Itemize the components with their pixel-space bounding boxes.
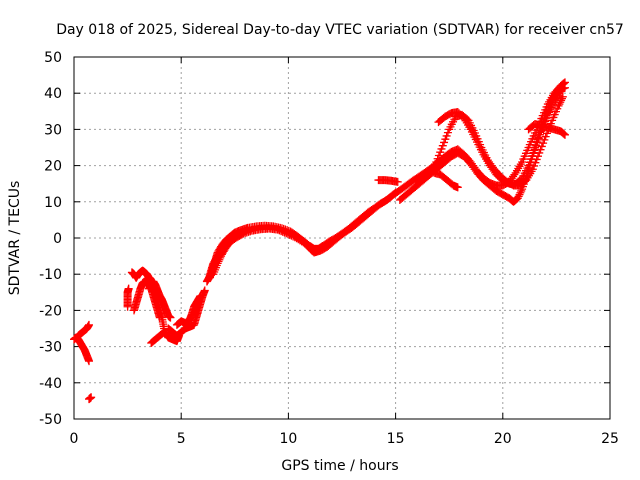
data-point bbox=[213, 259, 222, 268]
data-point bbox=[85, 320, 94, 329]
series-seg-o bbox=[322, 188, 400, 252]
data-point bbox=[533, 138, 542, 147]
x-tick-label: 20 bbox=[494, 431, 512, 447]
series-seg-t bbox=[430, 168, 462, 192]
series-seg-j bbox=[172, 291, 205, 329]
series-seg-b bbox=[74, 320, 94, 340]
chart-title: Day 018 of 2025, Sidereal Day-to-day VTE… bbox=[56, 22, 624, 38]
x-tick-label: 25 bbox=[601, 431, 619, 447]
data-point bbox=[390, 189, 399, 198]
data-point bbox=[560, 83, 569, 92]
series-seg-s bbox=[434, 87, 565, 188]
data-point bbox=[536, 130, 545, 139]
data-point bbox=[556, 87, 565, 96]
series-seg-h bbox=[147, 328, 184, 347]
data-point bbox=[166, 313, 175, 322]
series-seg-g bbox=[145, 277, 175, 322]
data-point bbox=[283, 230, 292, 239]
data-point bbox=[85, 357, 94, 366]
x-tick-label: 10 bbox=[279, 431, 297, 447]
x-tick-label: 5 bbox=[177, 431, 186, 447]
data-point bbox=[214, 257, 223, 266]
y-tick-label: 40 bbox=[44, 86, 62, 102]
y-tick-label: -50 bbox=[39, 412, 62, 428]
data-point bbox=[560, 130, 569, 139]
data-point bbox=[275, 226, 284, 235]
x-tick-label: 0 bbox=[70, 431, 79, 447]
data-point bbox=[280, 228, 289, 237]
series-seg-p bbox=[374, 176, 402, 186]
data-point bbox=[530, 145, 539, 154]
data-point bbox=[278, 227, 287, 236]
data-point bbox=[532, 141, 541, 150]
data-point bbox=[453, 183, 462, 192]
data-point bbox=[200, 286, 209, 295]
x-tick-label: 15 bbox=[387, 431, 405, 447]
data-point bbox=[554, 101, 563, 110]
data-point bbox=[389, 190, 398, 199]
data-point bbox=[515, 190, 524, 199]
data-point bbox=[534, 134, 543, 143]
series-seg-d bbox=[123, 284, 133, 311]
y-tick-label: 50 bbox=[44, 50, 62, 66]
data-point bbox=[196, 291, 205, 300]
y-tick-label: 10 bbox=[44, 195, 62, 211]
data-point bbox=[393, 177, 402, 186]
y-tick-label: 20 bbox=[44, 159, 62, 175]
data-point bbox=[391, 188, 400, 197]
y-tick-label: -20 bbox=[39, 303, 62, 319]
data-point bbox=[277, 227, 286, 236]
data-point bbox=[287, 231, 296, 240]
y-tick-label: -40 bbox=[39, 376, 62, 392]
data-point bbox=[124, 284, 133, 293]
ticks bbox=[73, 56, 611, 420]
y-tick-label: -10 bbox=[39, 267, 62, 283]
series-seg-c bbox=[85, 393, 96, 404]
data-point bbox=[555, 100, 564, 109]
data-point bbox=[560, 130, 569, 139]
tick-labels: 0 5 10 15 20 25 -50 -40 -30 -20 -10 0 10 20 30 40 50 bbox=[39, 50, 619, 447]
data-point bbox=[514, 192, 523, 201]
y-tick-label: 30 bbox=[44, 122, 62, 138]
data-point bbox=[215, 255, 224, 264]
data-points bbox=[70, 78, 569, 404]
series-seg-u bbox=[524, 119, 569, 139]
data-point bbox=[513, 194, 522, 203]
y-tick-label: -30 bbox=[39, 340, 62, 356]
data-point bbox=[216, 253, 225, 262]
data-point bbox=[282, 229, 291, 238]
data-point bbox=[285, 230, 294, 239]
y-tick-label: 0 bbox=[53, 231, 62, 247]
data-point bbox=[516, 188, 525, 197]
data-point bbox=[273, 225, 282, 234]
data-point bbox=[289, 232, 298, 241]
data-point bbox=[87, 393, 96, 402]
x-axis-label: GPS time / hours bbox=[281, 458, 398, 474]
data-point bbox=[155, 313, 164, 322]
y-axis-label: SDTVAR / TECUs bbox=[7, 181, 23, 296]
data-point bbox=[559, 129, 568, 138]
